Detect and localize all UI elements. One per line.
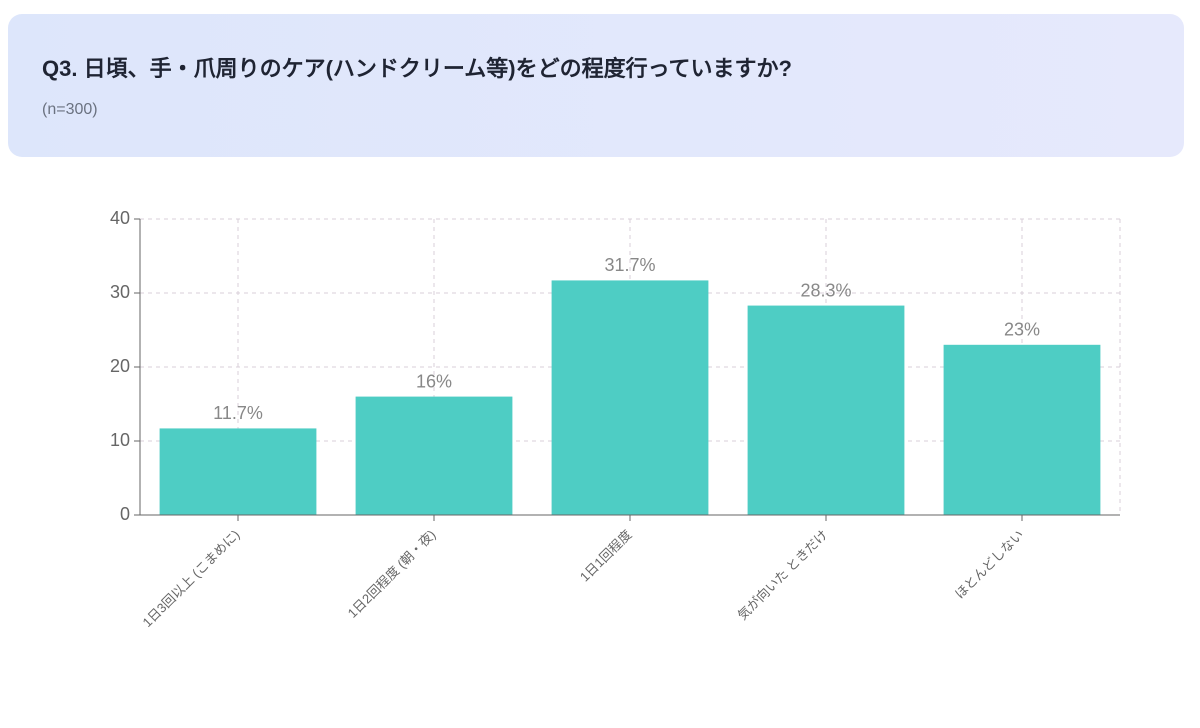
y-tick-label: 30 [110, 282, 130, 302]
x-tick-label: 1日2回程度 (朝・夜) [345, 527, 439, 621]
y-tick-label: 10 [110, 430, 130, 450]
data-label: 16% [416, 371, 452, 391]
y-tick-label: 20 [110, 356, 130, 376]
y-tick-label: 40 [110, 208, 130, 228]
x-tick-label: 1日1回程度 [577, 527, 635, 585]
bar [943, 344, 1101, 515]
x-tick-label: ほとんどしない [952, 527, 1027, 602]
x-tick-label: 気が向いた ときだけ [735, 527, 831, 623]
chart-title: Q3. 日頃、手・爪周りのケア(ハンドクリーム等)をどの程度行っていますか? [42, 56, 792, 81]
data-label: 31.7% [604, 255, 655, 275]
bar [747, 305, 905, 515]
x-tick-label: 1日3回以上 (こまめに) [140, 527, 243, 630]
data-label: 11.7% [213, 403, 263, 423]
data-label: 28.3% [800, 280, 851, 300]
header-card [8, 14, 1184, 157]
y-tick-label: 0 [120, 504, 130, 524]
chart-subtitle: (n=300) [42, 101, 98, 118]
bar [159, 428, 317, 515]
data-label: 23% [1004, 320, 1040, 340]
bar [355, 396, 513, 515]
bar [551, 280, 709, 515]
